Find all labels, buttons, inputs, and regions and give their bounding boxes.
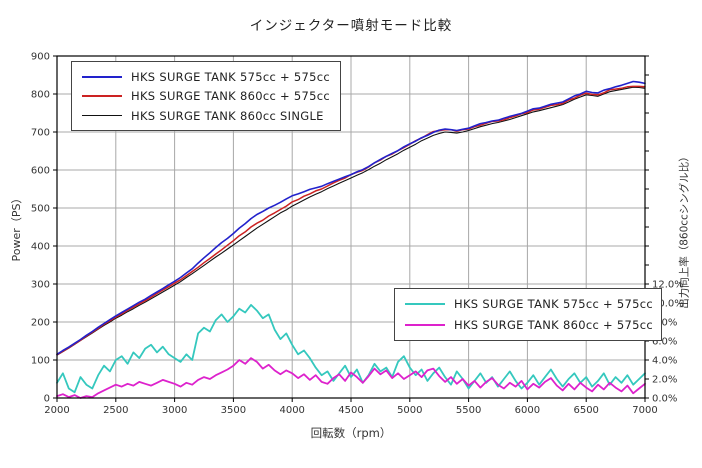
legend-item: HKS SURGE TANK 860cc SINGLE bbox=[72, 109, 340, 123]
legend-item-label: HKS SURGE TANK 860cc SINGLE bbox=[131, 108, 324, 123]
y-left-tick-label: 100 bbox=[31, 356, 50, 367]
y-right-tick-label: 6.0% bbox=[652, 337, 677, 348]
legend-item: HKS SURGE TANK 575cc + 575cc bbox=[395, 297, 661, 311]
legend-item-label: HKS SURGE TANK 575cc + 575cc bbox=[131, 69, 331, 84]
x-tick-label: 2500 bbox=[103, 405, 128, 416]
legend-line-cyan-icon bbox=[405, 303, 445, 306]
series-line-power-575-575 bbox=[56, 80, 646, 356]
y-left-tick-label: 800 bbox=[31, 90, 50, 101]
series-line-gain-860-575 bbox=[56, 357, 646, 399]
legend-line-blue-icon bbox=[82, 75, 122, 78]
y-right-tick-label: 8.0% bbox=[652, 318, 677, 329]
legend-item-label: HKS SURGE TANK 860cc + 575cc bbox=[131, 89, 331, 103]
x-tick-label: 7000 bbox=[632, 405, 657, 416]
y-axis-label-left: Power（PS） bbox=[10, 192, 23, 262]
x-tick-label: 6000 bbox=[515, 405, 540, 416]
y-left-tick-label: 500 bbox=[31, 204, 50, 215]
x-tick-label: 3500 bbox=[221, 405, 246, 416]
x-axis-label: 回転数（rpm） bbox=[310, 426, 392, 440]
legend-item: HKS SURGE TANK 860cc + 575cc bbox=[72, 89, 340, 103]
y-left-tick-label: 900 bbox=[31, 52, 50, 63]
y-left-tick-label: 200 bbox=[31, 318, 50, 329]
x-tick-label: 4500 bbox=[338, 405, 363, 416]
legend-item: HKS SURGE TANK 860cc + 575cc bbox=[395, 318, 661, 332]
series-line-power-860-single bbox=[56, 86, 646, 356]
series-line-gain-575-575 bbox=[56, 303, 646, 394]
y-axis-left-ticks: 0 100 200 300 400 500 600 700 800 900 bbox=[31, 52, 57, 405]
y-right-tick-label: 10.0% bbox=[652, 299, 684, 310]
chart-title: インジェクター噴射モード比較 bbox=[249, 18, 453, 34]
x-tick-label: 3000 bbox=[162, 405, 187, 416]
legend-line-magenta-icon bbox=[405, 323, 445, 326]
x-axis-ticks: 2000 2500 3000 3500 4000 4500 5000 5500 6000 6500… bbox=[44, 398, 658, 416]
x-tick-label: 5500 bbox=[456, 405, 481, 416]
y-left-tick-label: 600 bbox=[31, 166, 50, 177]
legend-item-label: HKS SURGE TANK 860cc + 575cc bbox=[454, 317, 654, 332]
legend-line-red-icon bbox=[82, 95, 122, 97]
legend-gain-curves: HKS SURGE TANK 575cc + 575cc HKS SURGE T… bbox=[394, 288, 662, 341]
y-left-tick-label: 0 bbox=[44, 394, 50, 405]
y-axis-right-ticks: 0.0% 2.0% 4.0% 6.0% 8.0% 10.0% 12.0% bbox=[645, 55, 684, 405]
legend-power-curves: HKS SURGE TANK 575cc + 575cc HKS SURGE T… bbox=[71, 61, 341, 131]
y-right-tick-label: 2.0% bbox=[652, 375, 677, 386]
legend-item: HKS SURGE TANK 575cc + 575cc bbox=[72, 70, 340, 84]
y-left-tick-label: 700 bbox=[31, 128, 50, 139]
y-left-tick-label: 400 bbox=[31, 242, 50, 253]
x-tick-label: 6500 bbox=[573, 405, 598, 416]
x-tick-label: 4000 bbox=[279, 405, 304, 416]
y-right-tick-label: 4.0% bbox=[652, 356, 677, 367]
y-right-tick-label: 0.0% bbox=[652, 394, 677, 405]
x-tick-label: 5000 bbox=[397, 405, 422, 416]
y-right-tick-label: 12.0% bbox=[652, 280, 684, 291]
x-tick-label: 2000 bbox=[44, 405, 69, 416]
series-lines bbox=[56, 80, 646, 399]
y-left-tick-label: 300 bbox=[31, 280, 50, 291]
legend-line-black-icon bbox=[82, 115, 122, 116]
legend-item-label: HKS SURGE TANK 575cc + 575cc bbox=[454, 297, 654, 312]
y-axis-label-right: 出力向上率（860ccシングル比） bbox=[678, 151, 691, 309]
